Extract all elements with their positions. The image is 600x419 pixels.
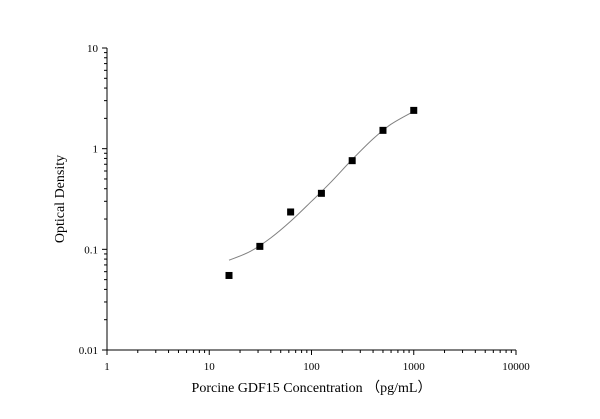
y-tick-label: 1 [93, 144, 99, 156]
data-point [287, 208, 295, 216]
y-tick-label: 10 [87, 43, 99, 55]
x-tick-label: 1000 [403, 361, 426, 373]
y-axis-ticks: 0.01 0.1 1 10 [79, 43, 107, 357]
x-tick-label: 1 [104, 361, 110, 373]
data-point [379, 126, 387, 134]
x-axis-ticks: 1 10 100 1000 10000 [104, 350, 530, 373]
axes [106, 48, 516, 351]
y-axis-label: Optical Density [53, 155, 68, 243]
data-point [348, 157, 356, 165]
data-point [225, 271, 233, 279]
y-tick-label: 0.01 [79, 345, 98, 357]
data-point [317, 189, 325, 197]
data-point [256, 242, 264, 250]
x-tick-label: 100 [303, 361, 320, 373]
data-points [225, 106, 418, 279]
data-point [410, 106, 418, 114]
y-tick-label: 0.1 [84, 244, 98, 256]
x-tick-label: 10 [204, 361, 216, 373]
x-tick-label: 10000 [502, 361, 530, 373]
x-axis-label: Porcine GDF15 Concentration （pg/mL） [192, 380, 432, 396]
